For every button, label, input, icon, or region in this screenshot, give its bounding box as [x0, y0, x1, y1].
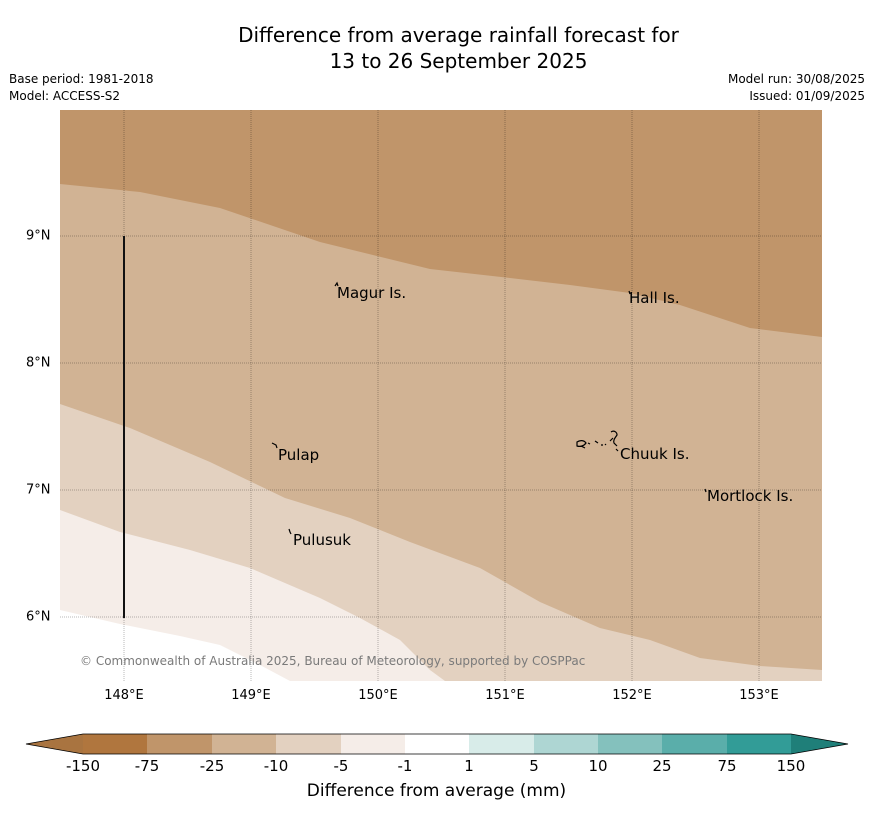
title-line-1: Difference from average rainfall forecas…: [238, 23, 679, 47]
colorbar-bin-6: [405, 734, 470, 754]
map-canvas: [60, 110, 822, 681]
zone-neutral: [60, 610, 290, 681]
lon-tick-152e: 152°E: [612, 688, 652, 703]
colorbar-bin-8: [534, 734, 599, 754]
colorbar-label: -150: [65, 757, 101, 775]
lat-tick-7n: 7°N: [26, 482, 51, 498]
island-chuuk: [576, 430, 619, 452]
copyright-notice: © Commonwealth of Australia 2025, Bureau…: [80, 654, 586, 668]
place-label-chuuk: Chuuk Is.: [620, 445, 690, 463]
colorbar-bin-4: [276, 734, 341, 754]
place-label-hall: Hall Is.: [629, 289, 680, 307]
colorbar-label: 75: [717, 757, 737, 775]
colorbar-label: -10: [263, 757, 289, 775]
island-magur: [334, 281, 339, 287]
graticule: [60, 110, 822, 681]
issued-date: Issued: 01/09/2025: [749, 89, 865, 103]
colorbar-bin-3: [212, 734, 277, 754]
island-pulap: [271, 442, 278, 449]
colorbar-label: 1: [464, 757, 474, 775]
colorbar-bin-5: [341, 734, 406, 754]
colorbar-bin-2: [147, 734, 212, 754]
island-hall: [628, 290, 631, 295]
colorbar-label: -75: [134, 757, 160, 775]
colorbar-bin-7: [469, 734, 534, 754]
lon-tick-148e: 148°E: [104, 688, 144, 703]
model-run: Model run: 30/08/2025: [727, 72, 865, 86]
lat-tick-9n: 9°N: [26, 228, 51, 244]
lon-tick-150e: 150°E: [358, 688, 398, 703]
colorbar-bin-11: [727, 734, 791, 754]
meta-right: Model run: 30/08/2025 Issued: 01/09/2025: [728, 71, 865, 105]
lat-tick-6n: 6°N: [26, 609, 51, 625]
place-label-mortlock: Mortlock Is.: [707, 487, 794, 505]
lon-tick-153e: 153°E: [739, 688, 779, 703]
place-label-pulap: Pulap: [278, 446, 320, 464]
colorbar-bin-10: [662, 734, 727, 754]
island-pulusuk: [288, 528, 292, 535]
colorbar-label: 25: [652, 757, 672, 775]
colorbar-label: 10: [588, 757, 608, 775]
place-label-magur: Magur Is.: [337, 284, 407, 302]
colorbar-label: -1: [397, 757, 413, 775]
colorbar: [25, 733, 849, 755]
colorbar-outline: [25, 733, 849, 755]
title-line-2: 13 to 26 September 2025: [329, 49, 588, 73]
colorbar-label: 150: [776, 757, 806, 775]
colorbar-max-arrow: [791, 734, 848, 754]
island-outlines: [271, 281, 707, 535]
colorbar-bin-9: [598, 734, 663, 754]
colorbar-label: -25: [199, 757, 225, 775]
base-period: Base period: 1981-2018: [9, 72, 154, 86]
colorbar-bin-1: [83, 734, 148, 754]
lat-tick-8n: 8°N: [26, 355, 51, 371]
lon-tick-149e: 149°E: [231, 688, 271, 703]
island-mortlock: [704, 488, 707, 493]
map-panel[interactable]: [60, 110, 822, 681]
colorbar-label: -5: [333, 757, 349, 775]
model-name: Model: ACCESS-S2: [9, 89, 121, 103]
colorbar-title: Difference from average (mm): [306, 781, 567, 801]
lon-tick-151e: 151°E: [485, 688, 525, 703]
chart-title: Difference from average rainfall forecas…: [0, 22, 873, 74]
colorbar-label: 5: [529, 757, 539, 775]
place-label-pulusuk: Pulusuk: [293, 531, 351, 549]
colorbar-min-arrow: [26, 734, 83, 754]
meta-left: Base period: 1981-2018 Model: ACCESS-S2: [9, 71, 154, 105]
